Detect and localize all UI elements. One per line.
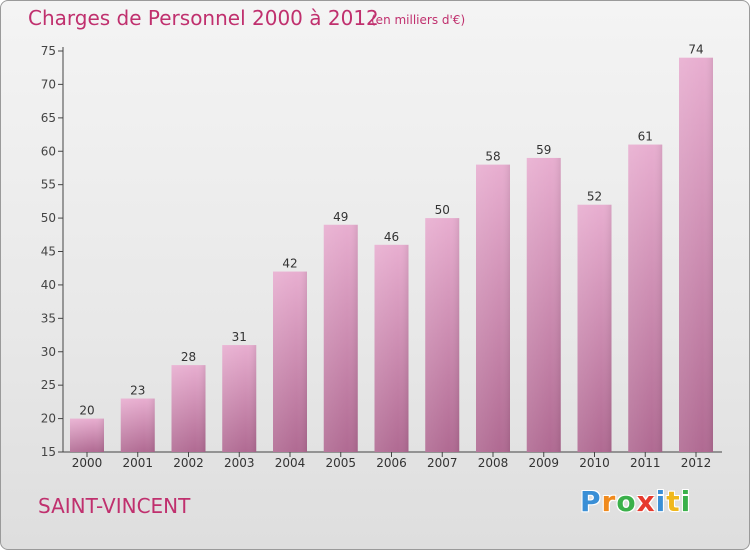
bar-shade-2012 bbox=[679, 57, 713, 452]
bar-shade-2006 bbox=[374, 244, 409, 452]
bar-shade-2005 bbox=[323, 224, 358, 452]
bar-shade-2010 bbox=[577, 204, 612, 452]
data-label-2008: 58 bbox=[485, 150, 500, 164]
logo-letter: x bbox=[636, 485, 656, 518]
x-tick-label: 2003 bbox=[224, 456, 255, 470]
bar-shade-2008 bbox=[476, 164, 510, 452]
y-tick-label: 30 bbox=[41, 345, 56, 359]
data-label-2003: 31 bbox=[232, 330, 247, 344]
x-tick-label: 2000 bbox=[72, 456, 103, 470]
y-tick-label: 70 bbox=[41, 77, 56, 91]
bar-shade-2003 bbox=[222, 345, 257, 452]
bar-shade-2000 bbox=[70, 418, 104, 452]
data-label-2012: 74 bbox=[688, 43, 703, 57]
bar-shade-2009 bbox=[526, 157, 561, 452]
bar-shade-2001 bbox=[120, 398, 155, 452]
y-tick-label: 35 bbox=[41, 311, 56, 325]
data-label-2005: 49 bbox=[333, 210, 348, 224]
axes: 15 20 25 30 35 40 45 50 55 60 65 70 75 bbox=[41, 44, 722, 459]
logo-letter: t bbox=[666, 485, 681, 518]
data-label-2007: 50 bbox=[435, 203, 450, 217]
y-tick-label: 40 bbox=[41, 278, 56, 292]
y-tick-label: 25 bbox=[41, 378, 56, 392]
y-tick-label: 20 bbox=[41, 412, 56, 426]
y-tick-label: 60 bbox=[41, 144, 56, 158]
data-label-2006: 46 bbox=[384, 230, 399, 244]
bar-shade-2011 bbox=[628, 144, 663, 453]
labels: 2000 20 2001 23 2002 28 2003 31 2004 42 2005 49 2006… bbox=[72, 43, 712, 470]
x-tick-label: 2002 bbox=[173, 456, 204, 470]
chart-title: Charges de Personnel 2000 à 2012 bbox=[28, 6, 379, 30]
x-tick-label: 2005 bbox=[325, 456, 356, 470]
data-label-2011: 61 bbox=[638, 130, 653, 144]
logo-letter: P bbox=[580, 485, 602, 518]
proxiti-logo: Proxiti bbox=[580, 485, 691, 518]
logo-letter: i bbox=[680, 485, 692, 518]
logo-letter: r bbox=[601, 485, 617, 518]
data-label-2004: 42 bbox=[282, 257, 297, 271]
x-tick-label: 2008 bbox=[478, 456, 509, 470]
x-tick-label: 2010 bbox=[579, 456, 610, 470]
x-tick-label: 2004 bbox=[275, 456, 306, 470]
y-tick-label: 45 bbox=[41, 245, 56, 259]
y-tick-label: 15 bbox=[41, 445, 56, 459]
data-label-2010: 52 bbox=[587, 190, 602, 204]
chart-subtitle: (en milliers d'€) bbox=[371, 13, 466, 27]
logo-letter: o bbox=[616, 485, 637, 518]
y-tick-label: 55 bbox=[41, 178, 56, 192]
x-tick-label: 2006 bbox=[376, 456, 407, 470]
y-tick-label: 65 bbox=[41, 111, 56, 125]
x-tick-label: 2009 bbox=[528, 456, 559, 470]
logo-letter: i bbox=[655, 485, 667, 518]
x-tick-label: 2007 bbox=[427, 456, 458, 470]
x-tick-label: 2001 bbox=[122, 456, 153, 470]
data-label-2002: 28 bbox=[181, 350, 196, 364]
bar-shade-2004 bbox=[273, 271, 307, 452]
city-name: SAINT-VINCENT bbox=[38, 494, 191, 518]
y-tick-label: 75 bbox=[41, 44, 56, 58]
data-label-2000: 20 bbox=[79, 404, 94, 418]
y-tick-label: 50 bbox=[41, 211, 56, 225]
bar-shade-2002 bbox=[171, 365, 206, 452]
bars bbox=[70, 57, 713, 453]
bar-shade-2007 bbox=[425, 218, 460, 452]
x-tick-label: 2011 bbox=[630, 456, 661, 470]
data-label-2001: 23 bbox=[130, 384, 145, 398]
data-label-2009: 59 bbox=[536, 143, 551, 157]
x-tick-label: 2012 bbox=[681, 456, 712, 470]
